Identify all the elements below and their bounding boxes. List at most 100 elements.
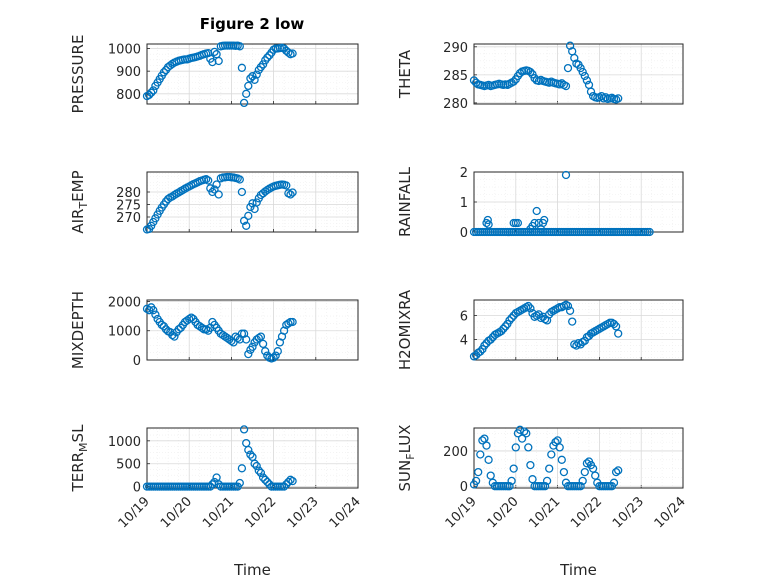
data-point xyxy=(582,76,592,85)
data-point xyxy=(476,347,485,356)
data-point xyxy=(254,333,263,343)
data-point xyxy=(482,441,491,450)
data-point xyxy=(486,335,495,344)
y-axis-label-h2omixra: H2OMIXRA xyxy=(396,289,414,370)
data-point xyxy=(555,443,564,452)
data-point xyxy=(248,342,257,351)
data-point xyxy=(210,47,219,57)
data-point xyxy=(530,218,539,228)
y-tick-label: 0 xyxy=(133,481,141,496)
axes-frame xyxy=(473,43,684,105)
data-point xyxy=(509,464,518,473)
data-point xyxy=(517,434,527,443)
data-point xyxy=(187,313,196,322)
data-point xyxy=(614,466,623,475)
data-point xyxy=(497,327,506,336)
data-point xyxy=(520,427,529,436)
data-point xyxy=(239,98,249,108)
data-point xyxy=(201,325,211,334)
data-point xyxy=(282,181,291,190)
data-point xyxy=(237,464,247,473)
data-point xyxy=(288,49,297,58)
data-point xyxy=(513,218,523,228)
data-point xyxy=(279,44,289,53)
y-axis-label-air-temp: AIRTEMP xyxy=(69,170,90,233)
data-point xyxy=(237,63,247,72)
data-point xyxy=(212,180,221,189)
axes-terr-msl: 0 500 1000 TERRMSL 10/19 10/20 10/21 10/22 10/23… xyxy=(69,424,364,579)
y-tick-label: 285 xyxy=(443,69,468,84)
data-point xyxy=(515,425,525,434)
data-point xyxy=(532,206,541,216)
x-tick-label: 10/23 xyxy=(610,494,647,531)
data-point xyxy=(239,425,249,434)
data-point xyxy=(261,475,270,484)
y-tick-label: 290 xyxy=(443,41,468,56)
x-axis-label: Time xyxy=(559,561,597,579)
y-tick-label: 800 xyxy=(116,88,141,103)
data-point xyxy=(542,476,552,486)
data-point xyxy=(242,221,251,230)
data-point xyxy=(522,429,531,438)
y-tick-label: 0 xyxy=(133,354,141,369)
y-tick-label: 1000 xyxy=(108,325,141,340)
data-point xyxy=(279,482,289,491)
data-point xyxy=(244,445,253,455)
data-point xyxy=(526,67,535,77)
data-point xyxy=(570,53,579,63)
data-point xyxy=(601,93,610,102)
data-point xyxy=(273,347,282,356)
data-point xyxy=(261,347,270,356)
data-point xyxy=(288,476,297,486)
data-point xyxy=(174,325,183,334)
y-axis-label-mixdepth: MIXDEPTH xyxy=(69,291,87,369)
x-tick-label: 10/19 xyxy=(116,494,153,531)
y-tick-label: 275 xyxy=(116,199,141,214)
x-tick-label: 10/20 xyxy=(158,494,195,531)
data-point xyxy=(540,482,550,491)
axes-frame xyxy=(146,427,359,489)
data-point xyxy=(214,190,223,199)
data-point xyxy=(484,455,493,464)
data-point xyxy=(614,329,623,338)
y-axis-label-rainfall: RAINFALL xyxy=(396,166,414,237)
data-point xyxy=(214,56,223,66)
data-point xyxy=(526,304,535,313)
y-tick-label: 280 xyxy=(443,97,468,112)
data-point xyxy=(246,450,255,459)
data-point xyxy=(170,332,179,341)
data-point xyxy=(258,473,268,482)
data-point xyxy=(557,455,566,464)
data-point xyxy=(486,471,495,480)
data-point xyxy=(565,41,575,50)
data-point xyxy=(250,75,259,84)
data-point xyxy=(509,77,518,86)
x-tick-label: 10/20 xyxy=(485,494,522,531)
data-point xyxy=(286,190,295,199)
data-point xyxy=(645,227,654,237)
data-point xyxy=(524,301,533,311)
data-point xyxy=(256,468,266,478)
data-point xyxy=(244,211,253,220)
data-point xyxy=(206,482,215,491)
y-axis-label-theta: THETA xyxy=(396,49,414,99)
data-point xyxy=(609,319,619,329)
data-point xyxy=(159,68,169,77)
x-tick-label: 10/22 xyxy=(242,494,279,531)
data-point xyxy=(609,478,619,487)
y-tick-label: 900 xyxy=(116,65,141,80)
data-point xyxy=(284,319,293,328)
data-point xyxy=(208,480,217,489)
x-tick-label: 10/21 xyxy=(200,494,237,531)
data-point xyxy=(582,459,592,468)
data-point xyxy=(505,316,514,325)
data-point xyxy=(563,63,573,73)
y-tick-label: 1000 xyxy=(108,435,141,450)
data-point xyxy=(578,476,587,486)
y-tick-label: 2000 xyxy=(108,295,141,310)
data-point xyxy=(568,317,577,326)
y-tick-label: 0 xyxy=(460,480,468,495)
